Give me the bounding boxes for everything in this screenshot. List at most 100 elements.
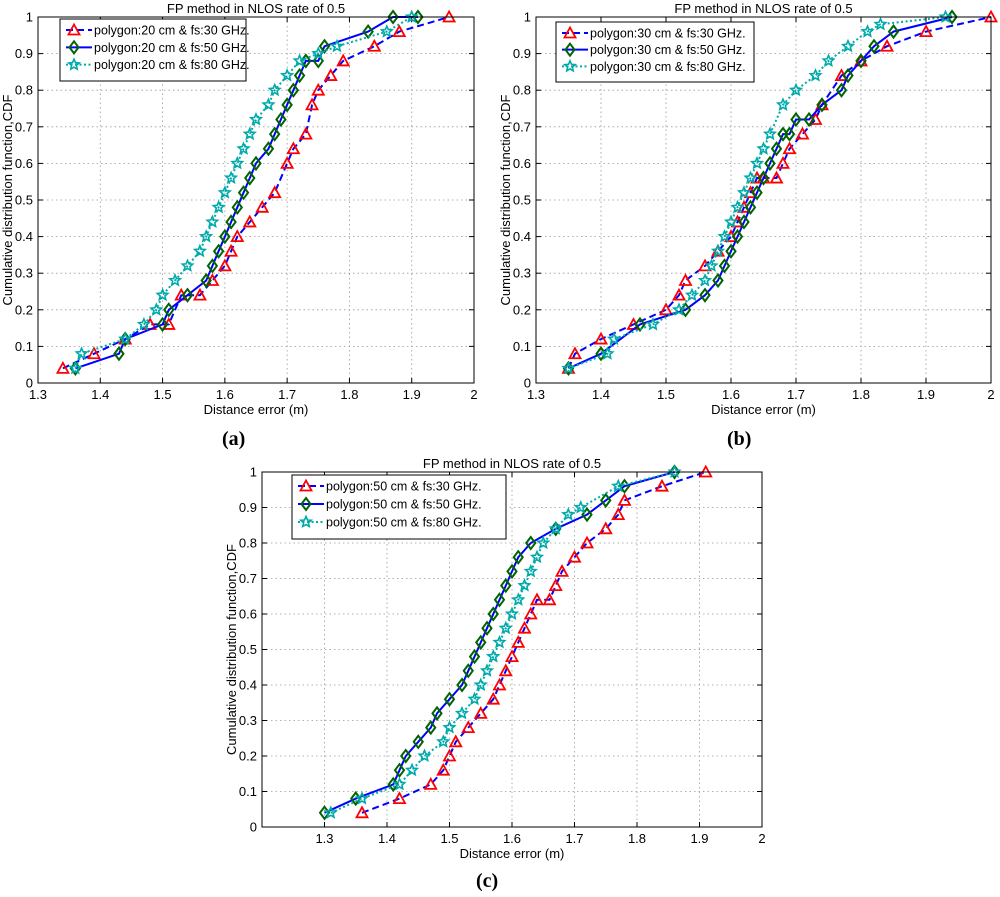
data-point [567,346,583,360]
data-point [412,734,424,750]
series-1 [562,9,958,377]
data-point [468,648,481,665]
data-point [255,199,270,213]
data-point [918,24,934,38]
data-point [611,478,626,493]
x-tick-label: 1.7 [787,387,805,402]
caption-c: (c) [476,870,499,892]
data-point [367,38,382,52]
y-tick-label: 1 [250,465,257,480]
data-point [392,24,407,38]
data-point [456,677,468,693]
y-tick-label: 0.2 [513,302,531,317]
x-tick-label: 1.5 [657,387,675,402]
data-point [548,578,563,591]
data-point [275,111,287,128]
data-point [783,126,796,142]
x-tick-label: 1.3 [29,387,47,402]
y-tick-label: 0.9 [513,46,531,61]
x-tick-label: 2 [470,387,477,402]
data-point [475,634,487,651]
data-point [611,507,626,520]
y-tick-label: 0.6 [239,607,257,622]
x-tick-label: 1.9 [690,831,708,846]
series-2 [323,464,682,819]
legend-entry: polygon:30 cm & fs:50 GHz. [590,43,746,57]
legend-box [555,21,755,83]
y-tick-label: 0.8 [15,83,33,98]
data-point [298,126,313,140]
data-point [55,360,70,374]
data-point [231,199,244,215]
y-tick-label: 0.9 [15,46,33,61]
y-tick-label: 1 [524,10,531,25]
x-tick-label: 1.5 [440,831,458,846]
data-point [542,592,557,606]
data-point [224,243,239,257]
data-point [230,155,245,170]
legend-marker [66,57,82,71]
data-point [293,67,306,84]
data-point [658,302,674,316]
data-point [267,185,282,199]
data-point [156,316,169,333]
data-point [448,734,463,748]
x-tick-label: 1.8 [852,387,870,402]
data-point [431,705,443,722]
y-tick-label: 0.7 [239,571,257,586]
data-point [436,762,451,776]
data-point [336,53,351,67]
y-tick-label: 0.4 [513,229,531,244]
data-point [230,229,245,243]
data-point [87,346,102,360]
y-tick-label: 0 [250,820,257,835]
axes-frame [37,16,475,384]
y-tick-label: 0.3 [15,266,33,281]
data-point [481,620,493,636]
data-point [699,287,711,303]
data-point [887,23,900,40]
y-tick-label: 0.6 [513,156,531,171]
data-point [217,185,233,199]
data-point [517,578,532,592]
data-point [731,228,744,245]
data-point [600,346,615,360]
x-tick-label: 1.9 [403,387,421,402]
data-point [155,287,170,302]
data-point [329,38,345,53]
data-point [573,499,588,514]
data-point [523,563,538,578]
data-point [305,97,320,111]
data-point [248,111,264,126]
data-point [598,521,613,535]
data-point [775,156,791,169]
series-2 [561,9,953,375]
data-point [762,126,778,141]
series-0 [55,9,457,374]
data-point [425,719,437,736]
data-point [212,243,225,259]
data-point [262,141,275,157]
data-point [671,287,687,301]
data-point [790,111,802,128]
data-point [529,592,545,606]
data-point [279,68,295,82]
legend-entry: polygon:20 cm & fs:80 GHz. [94,58,250,72]
data-point [764,155,776,172]
legend-marker [66,22,82,36]
chart-panel-0: 1.3 1.4 1.5 1.6 1.7 1.8 1.9 2 0 0.1 0.2 0.3 0.4 0.5 0.… [0,1,478,417]
data-point [392,776,407,791]
x-tick-label: 1.9 [917,387,935,402]
x-tick-label: 1.8 [340,387,358,402]
data-point [479,663,495,677]
data-point [678,273,693,286]
data-point [192,287,207,301]
data-point [860,24,875,38]
data-point [536,535,551,550]
data-point [118,331,133,346]
data-point [725,243,737,259]
x-tick-label: 1.3 [315,831,333,846]
legend-marker [564,42,576,58]
x-tick-label: 2 [758,831,765,846]
data-point [287,82,300,98]
